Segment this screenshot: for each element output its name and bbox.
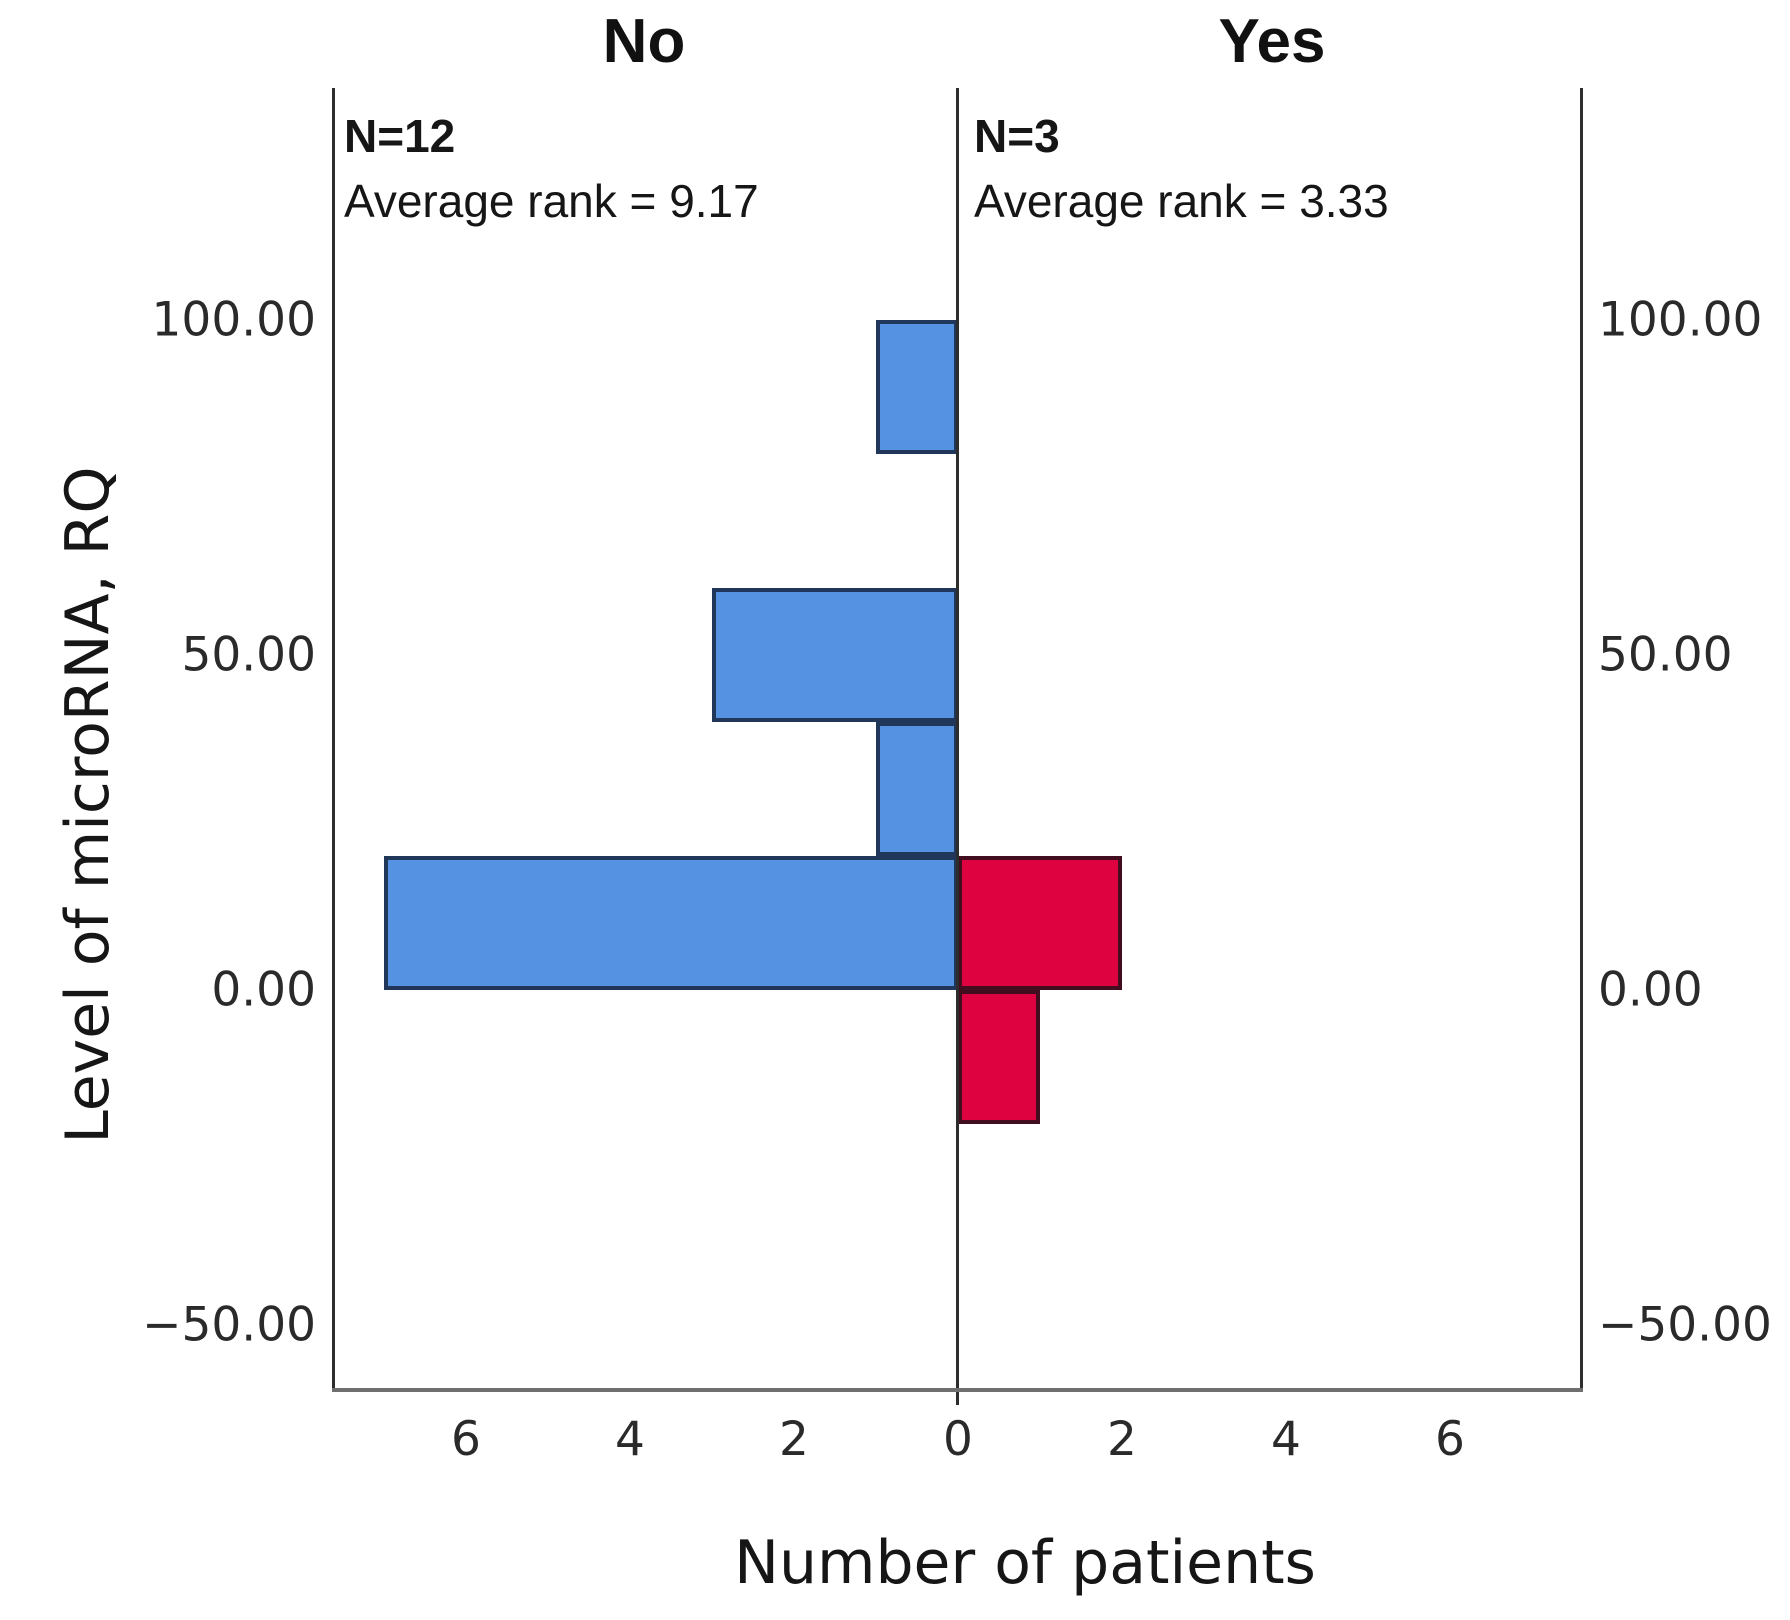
y-tick-label-right: 100.00 — [1598, 292, 1763, 348]
panel-header-yes: Yes — [1218, 7, 1326, 76]
center-axis-line — [956, 88, 959, 1392]
y-axis-title: Level of microRNA, RQ — [53, 466, 123, 1144]
y-tick-label-left: 0.00 — [211, 962, 316, 1018]
y-tick-label-left: 50.00 — [181, 627, 316, 683]
x-tick-label: 0 — [943, 1412, 973, 1467]
annotation-no-average-rank: Average rank = 9.17 — [344, 175, 759, 227]
y-tick-label-left: 100.00 — [151, 292, 316, 348]
annotation-yes-average-rank: Average rank = 3.33 — [974, 175, 1389, 227]
bar-no-40-60 — [712, 588, 958, 722]
annotation-no-group: N=12 Average rank = 9.17 — [344, 104, 759, 234]
bar-no-20-40 — [876, 722, 958, 856]
x-axis-baseline — [332, 1388, 1583, 1392]
y-tick-label-right: 50.00 — [1598, 627, 1733, 683]
annotation-no-n: N=12 — [344, 110, 456, 162]
bar-yes-0-20 — [958, 856, 1122, 990]
x-tick-label: 2 — [779, 1412, 809, 1467]
x-tick-label: 4 — [615, 1412, 645, 1467]
left-panel-border — [332, 88, 335, 1392]
x-tick-label: 4 — [1271, 1412, 1301, 1467]
bar-no-80-100 — [876, 320, 958, 454]
x-tick-label: 2 — [1107, 1412, 1137, 1467]
bar-yes--20-0 — [958, 990, 1040, 1124]
right-panel-border — [1580, 88, 1583, 1392]
x-axis-zero-tick — [956, 1392, 959, 1405]
x-tick-label: 6 — [1435, 1412, 1465, 1467]
annotation-yes-group: N=3 Average rank = 3.33 — [974, 104, 1389, 234]
y-tick-label-right: −50.00 — [1598, 1297, 1772, 1353]
bar-no-0-20 — [384, 856, 958, 990]
y-tick-label-right: 0.00 — [1598, 962, 1703, 1018]
x-tick-label: 6 — [451, 1412, 481, 1467]
panel-header-no: No — [602, 7, 686, 76]
x-axis-title: Number of patients — [734, 1528, 1316, 1598]
annotation-yes-n: N=3 — [974, 110, 1060, 162]
y-tick-label-left: −50.00 — [142, 1297, 316, 1353]
